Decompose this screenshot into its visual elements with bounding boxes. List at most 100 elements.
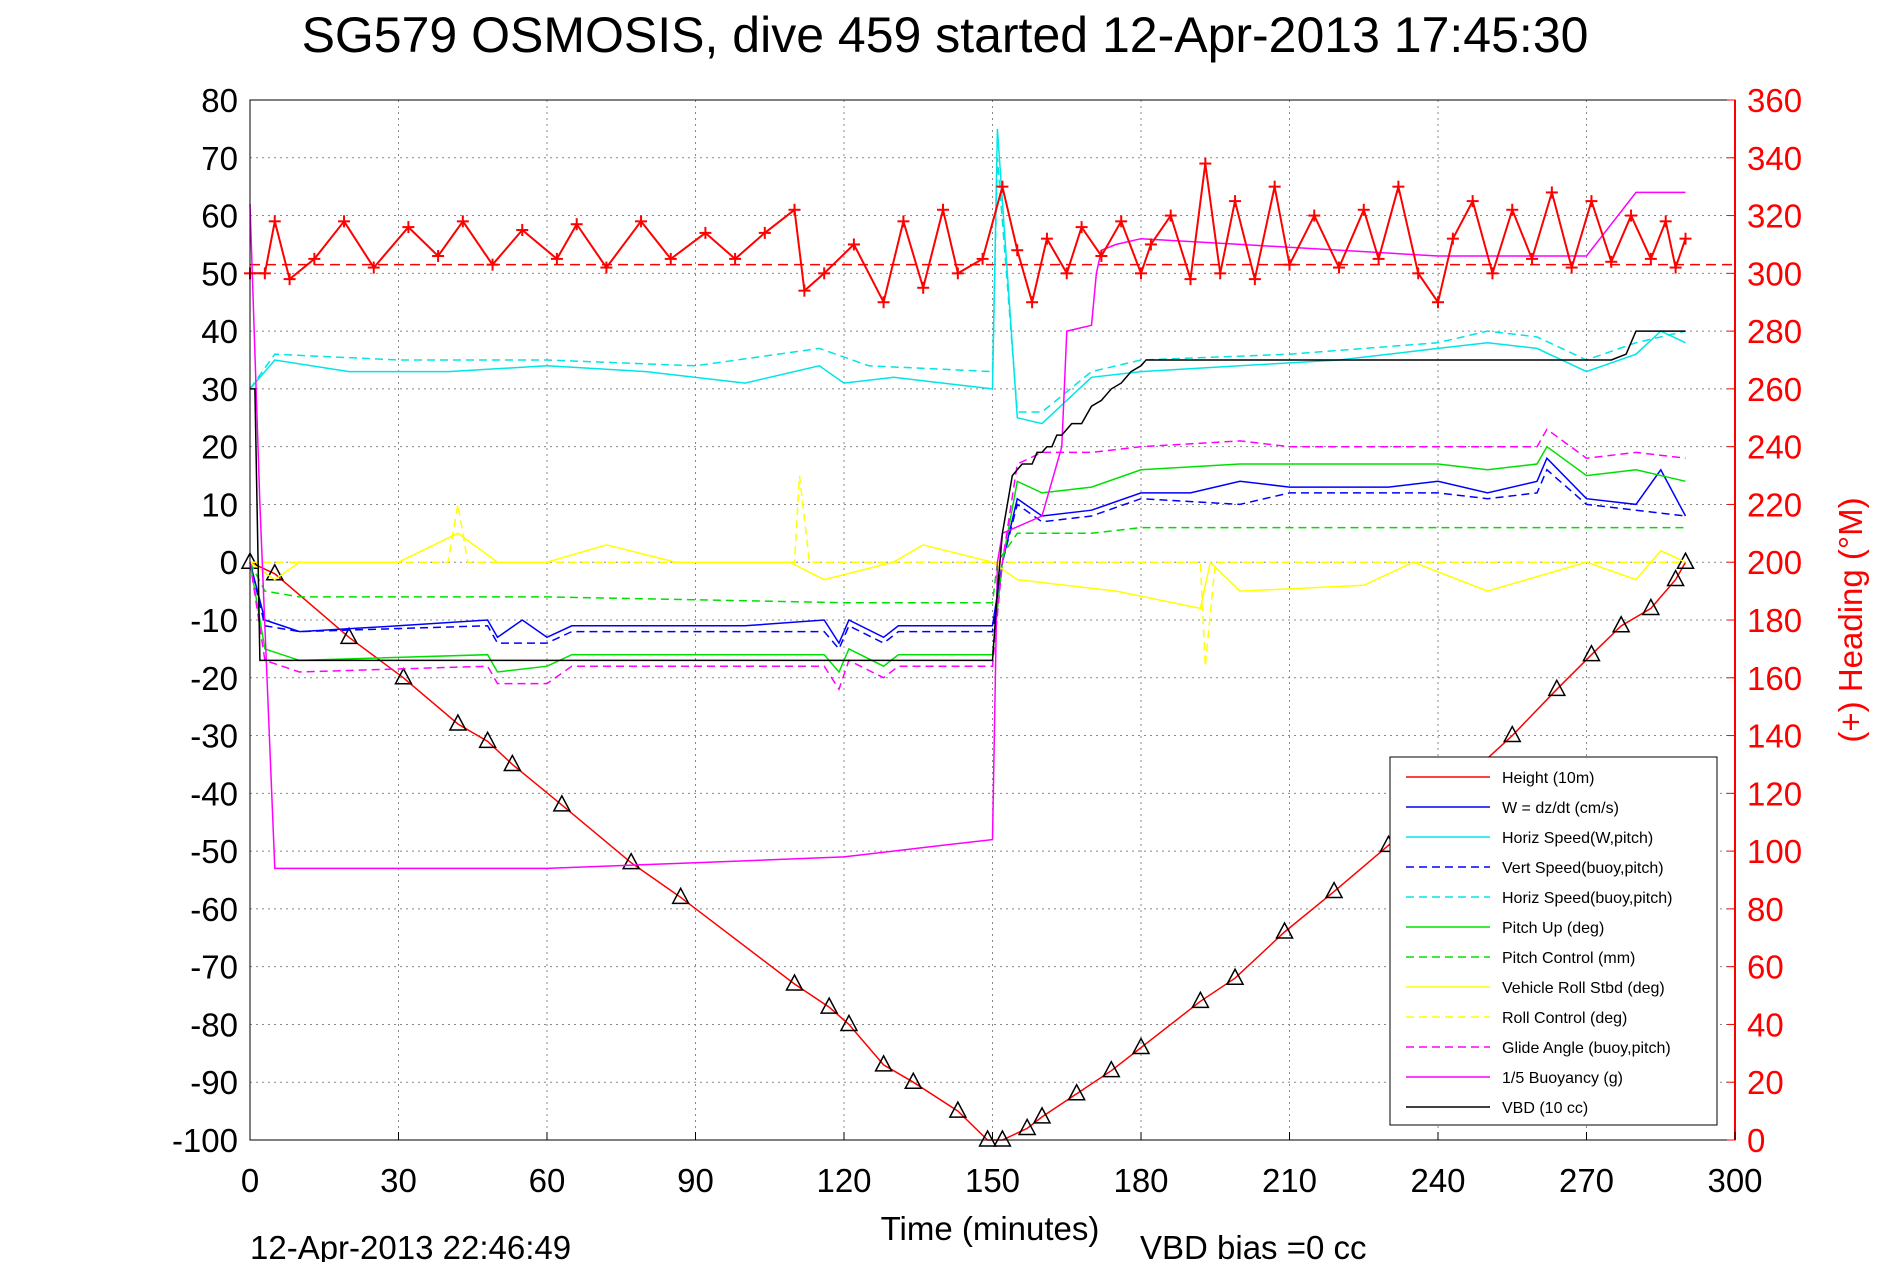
x-tick-label: 120: [816, 1162, 871, 1199]
heading-point-marker: [516, 224, 529, 236]
height-point-marker: [1324, 880, 1344, 899]
y-tick-label: 0: [220, 544, 238, 581]
legend-label: Vert Speed(buoy,pitch): [1502, 860, 1664, 877]
height-point-marker: [478, 730, 497, 749]
height-point-marker: [904, 1071, 923, 1089]
y-right-axis-label: (+) Heading (°M): [1832, 497, 1869, 742]
heading-point-marker: [951, 267, 964, 280]
heading-point-marker: [1446, 232, 1459, 245]
y-tick-label: -80: [190, 1006, 238, 1043]
heading-point-marker: [1372, 252, 1385, 265]
heading-point-marker: [338, 215, 351, 228]
height-point-marker: [1547, 678, 1567, 697]
heading-point-marker: [1214, 267, 1227, 280]
heading-point-marker: [1585, 195, 1598, 208]
height-point-marker: [1582, 644, 1601, 662]
legend-label: Glide Angle (buoy,pitch): [1502, 1040, 1671, 1057]
heading-point-marker: [917, 281, 930, 294]
height-point-marker: [552, 794, 572, 812]
heading-point-marker: [1184, 273, 1197, 286]
heading-point-marker: [1248, 273, 1261, 286]
heading-point-marker: [1545, 186, 1558, 199]
height-point-marker: [671, 886, 690, 905]
heading-point-marker: [550, 252, 563, 265]
y-right-tick-label: 120: [1747, 775, 1802, 812]
legend-label: VBD (10 cc): [1502, 1100, 1588, 1117]
x-tick-label: 90: [677, 1162, 714, 1199]
x-tick-label: 180: [1113, 1162, 1168, 1199]
heading-point-marker: [1412, 267, 1425, 280]
y-right-tick-label: 160: [1747, 660, 1802, 697]
heading-point-marker: [1565, 261, 1578, 274]
heading-point-marker: [1283, 258, 1296, 271]
y-tick-label: -100: [172, 1122, 238, 1159]
y-right-tick-label: 340: [1747, 140, 1802, 177]
x-tick-label: 0: [241, 1162, 259, 1199]
y-tick-label: -40: [190, 775, 238, 812]
heading-point-marker: [1308, 209, 1321, 222]
y-tick-label: 80: [201, 82, 238, 119]
series-line-horiz-speed-buoy-pitch: [249, 157, 1686, 413]
heading-point-marker: [456, 215, 469, 228]
heading-point-marker: [1669, 261, 1682, 274]
y-tick-label: 60: [201, 198, 238, 235]
heading-point-marker: [1095, 250, 1108, 262]
heading-point-marker: [283, 273, 296, 286]
height-point-marker: [1641, 597, 1661, 616]
series-layer: [240, 128, 1735, 1147]
heading-point-marker: [1466, 195, 1479, 208]
series-line-height-10m: [249, 561, 1687, 1141]
heading-point-marker: [432, 250, 445, 262]
legend-label: 1/5 Buoyancy (g): [1502, 1070, 1623, 1087]
y-tick-label: -70: [190, 949, 238, 986]
legend-label: Pitch Control (mm): [1502, 950, 1635, 967]
y-right-tick-label: 320: [1747, 198, 1802, 235]
heading-point-marker: [937, 203, 949, 216]
series-line-vert-speed-buoy-pitch: [249, 468, 1686, 651]
heading-point-marker: [1199, 157, 1212, 170]
series-line-horiz-speed-w-pitch: [249, 128, 1686, 425]
y-right-tick-label: 40: [1747, 1006, 1784, 1043]
y-right-tick-label: 140: [1747, 718, 1802, 755]
height-point-marker: [1275, 921, 1294, 939]
legend-label: Horiz Speed(W,pitch): [1502, 830, 1653, 847]
heading-point-marker: [1026, 296, 1039, 309]
heading-point-marker: [1075, 221, 1088, 234]
x-axis-label: Time (minutes): [881, 1210, 1100, 1247]
heading-point-marker: [897, 215, 910, 228]
heading-point-marker: [1040, 232, 1053, 245]
heading-point-marker: [758, 226, 771, 239]
heading-point-marker: [1144, 238, 1157, 251]
heading-point-marker: [635, 215, 648, 228]
legend-label: Horiz Speed(buoy,pitch): [1502, 890, 1672, 907]
x-tick-label: 240: [1410, 1162, 1465, 1199]
y-right-tick-label: 200: [1747, 544, 1802, 581]
height-point-marker: [394, 667, 413, 685]
y-right-tick-label: 20: [1747, 1064, 1784, 1101]
height-point-marker: [978, 1129, 997, 1147]
heading-point-marker: [1115, 215, 1128, 228]
y-right-tick-label: 60: [1747, 949, 1784, 986]
y-right-tick-label: 0: [1747, 1122, 1765, 1159]
legend-label: Pitch Up (deg): [1502, 920, 1604, 937]
x-tick-label: 270: [1559, 1162, 1614, 1199]
x-tick-label: 60: [529, 1162, 566, 1199]
footer-vbd-bias: VBD bias =0 cc: [1140, 1229, 1367, 1262]
height-point-marker: [621, 852, 641, 870]
heading-point-marker: [847, 238, 860, 251]
y-right-tick-label: 360: [1747, 82, 1802, 119]
height-point-marker: [1503, 724, 1522, 743]
heading-point-marker: [1659, 215, 1672, 228]
heading-point-marker: [402, 221, 415, 234]
y-right-tick-label: 300: [1747, 255, 1802, 292]
heading-point-marker: [1392, 180, 1405, 193]
y-tick-label: 50: [201, 255, 238, 292]
height-point-marker: [1017, 1117, 1037, 1136]
y-tick-label: 40: [201, 313, 238, 350]
x-tick-label: 30: [380, 1162, 417, 1199]
height-point-marker: [785, 973, 804, 991]
heading-point-marker: [570, 218, 583, 231]
heading-point-marker: [1268, 180, 1281, 193]
series-line-1-5-buoyancy-g: [249, 191, 1686, 870]
